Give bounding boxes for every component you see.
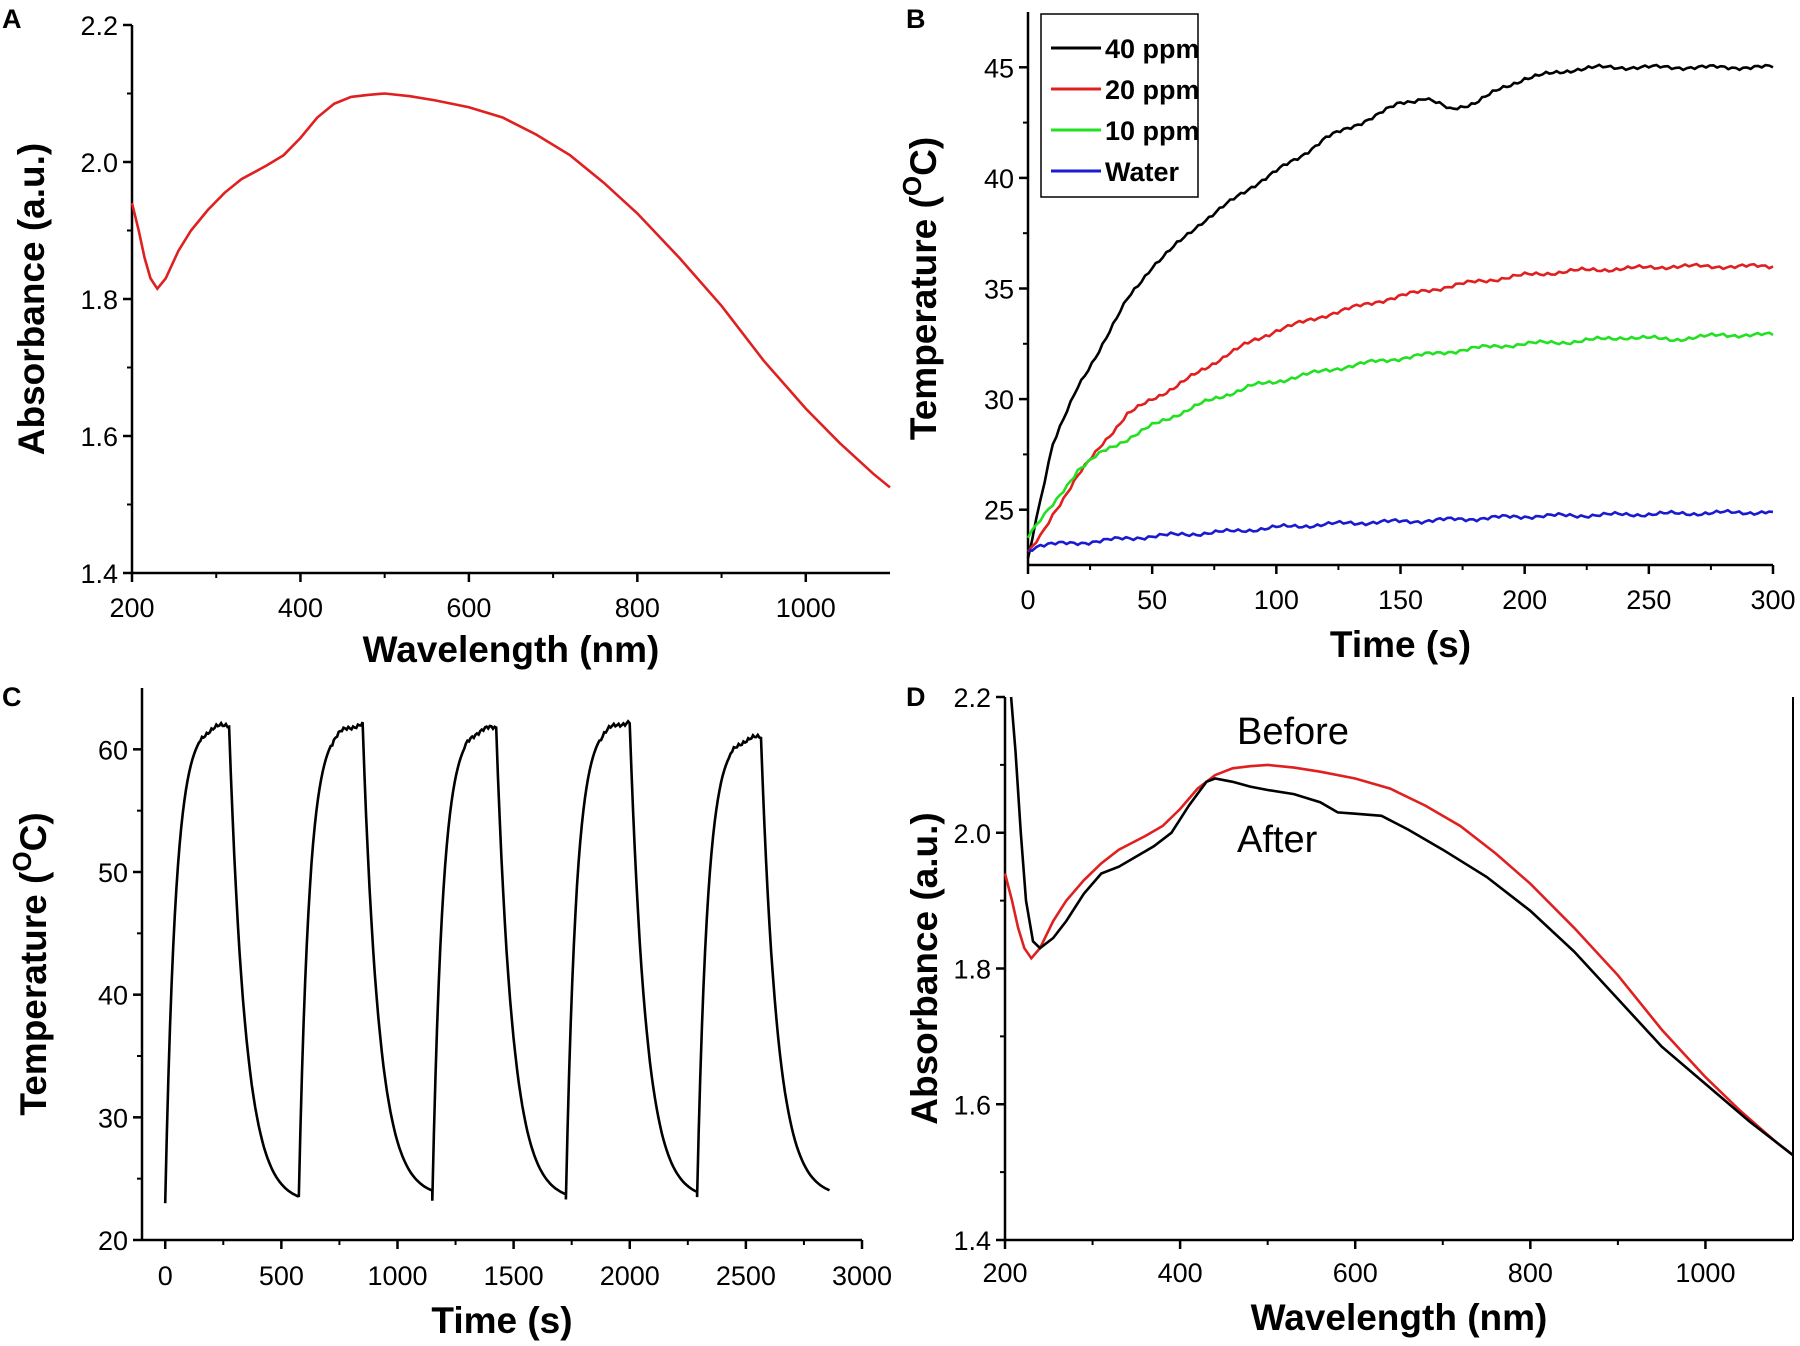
x-tick-label: 0: [158, 1261, 173, 1291]
y-tick-label: 30: [984, 385, 1014, 415]
series-line-20-ppm: [1026, 262, 1774, 553]
y-tick-label: 50: [98, 858, 128, 888]
y-tick-label: 30: [98, 1103, 128, 1133]
x-tick-label: 1000: [367, 1261, 427, 1291]
legend: 40 ppm 20 ppm 10 ppm Water: [1040, 13, 1200, 198]
x-tick-label: 1500: [484, 1261, 544, 1291]
x-tick-label: 600: [1333, 1258, 1378, 1288]
x-tick-label: 400: [1158, 1258, 1203, 1288]
x-tick-label: 50: [1137, 585, 1167, 615]
legend-box: [1040, 13, 1199, 198]
x-axis-title: Wavelength (nm): [363, 629, 660, 670]
y-tick-label: 45: [984, 53, 1014, 83]
y-tick-label: 1.4: [953, 1226, 991, 1256]
panel-letter: D: [906, 682, 926, 712]
x-tick-label: 400: [278, 593, 323, 623]
y-tick-label: 2.2: [953, 683, 991, 713]
y-tick-label: 20: [98, 1226, 128, 1256]
x-tick-label: 200: [1502, 585, 1547, 615]
series-line-water: [1027, 508, 1774, 553]
x-tick-label: 200: [982, 1258, 1027, 1288]
legend-label: 10 ppm: [1105, 116, 1200, 146]
x-tick-label: 1000: [1675, 1258, 1735, 1288]
panel-d: D 200 400 600 800 1000 1.4 1.6 1.8 2.0 2.2 Waveleng…: [904, 682, 1794, 1338]
x-tick-label: 150: [1378, 585, 1423, 615]
x-tick-label: 2500: [716, 1261, 776, 1291]
x-tick-label: 0: [1020, 585, 1035, 615]
series-line-40-ppm: [1026, 63, 1774, 559]
x-tick-label: 1000: [776, 593, 836, 623]
series-line-before: [1003, 763, 1794, 1157]
series-line-cycles: [163, 719, 831, 1204]
y-axis-title: Temperature (OC): [897, 137, 944, 440]
x-tick-label: 500: [259, 1261, 304, 1291]
series-line-absorbance: [130, 92, 891, 489]
y-tick-label: 1.6: [953, 1090, 991, 1120]
annotation-before: Before: [1237, 711, 1349, 753]
y-axis-title: Temperature (OC): [7, 812, 54, 1115]
y-tick-label: 2.0: [953, 819, 991, 849]
legend-label: 20 ppm: [1105, 75, 1200, 105]
y-tick-label: 2.2: [80, 11, 118, 41]
y-tick-label: 40: [984, 164, 1014, 194]
y-tick-label: 25: [984, 496, 1014, 526]
series-line-10-ppm: [1026, 331, 1774, 539]
y-tick-label: 2.0: [80, 148, 118, 178]
y-tick-label: 1.8: [80, 285, 118, 315]
legend-label: 40 ppm: [1105, 34, 1200, 64]
x-tick-label: 250: [1626, 585, 1671, 615]
x-tick-label: 800: [615, 593, 660, 623]
y-axis-title: Absorbance (a.u.): [904, 812, 945, 1125]
y-tick-label: 35: [984, 275, 1014, 305]
x-tick-label: 2000: [600, 1261, 660, 1291]
x-tick-label: 600: [446, 593, 491, 623]
x-tick-label: 100: [1254, 585, 1299, 615]
panel-c: C 0 500 1000 1500 2000 2500 3000 20 30 40 50 60 Time …: [2, 682, 892, 1341]
series-line-after: [1009, 696, 1794, 1157]
x-axis-title: Time (s): [431, 1300, 572, 1341]
y-tick-label: 1.4: [80, 559, 118, 589]
y-axis-title: Absorbance (a.u.): [11, 143, 52, 456]
y-tick-label: 1.8: [953, 955, 991, 985]
x-tick-label: 800: [1508, 1258, 1553, 1288]
x-tick-label: 300: [1750, 585, 1795, 615]
y-tick-label: 60: [98, 735, 128, 765]
panel-b: B 0 50 100 150 200 250 300 25 30 35 40 45 Time (s) Tem…: [897, 4, 1796, 665]
x-tick-label: 3000: [832, 1261, 892, 1291]
panel-letter: C: [2, 682, 22, 712]
panel-letter: B: [906, 4, 926, 34]
x-tick-label: 200: [109, 593, 154, 623]
annotation-after: After: [1237, 819, 1318, 861]
panel-letter: A: [2, 4, 22, 34]
y-tick-label: 1.6: [80, 422, 118, 452]
legend-label: Water: [1105, 157, 1180, 187]
x-axis-title: Wavelength (nm): [1251, 1297, 1548, 1338]
panel-a: A 200 400 600 800 1000 1.4 1.6 1.8 2.0 2.2 Waveleng…: [2, 4, 891, 670]
y-tick-label: 40: [98, 981, 128, 1011]
x-axis-title: Time (s): [1330, 624, 1471, 665]
